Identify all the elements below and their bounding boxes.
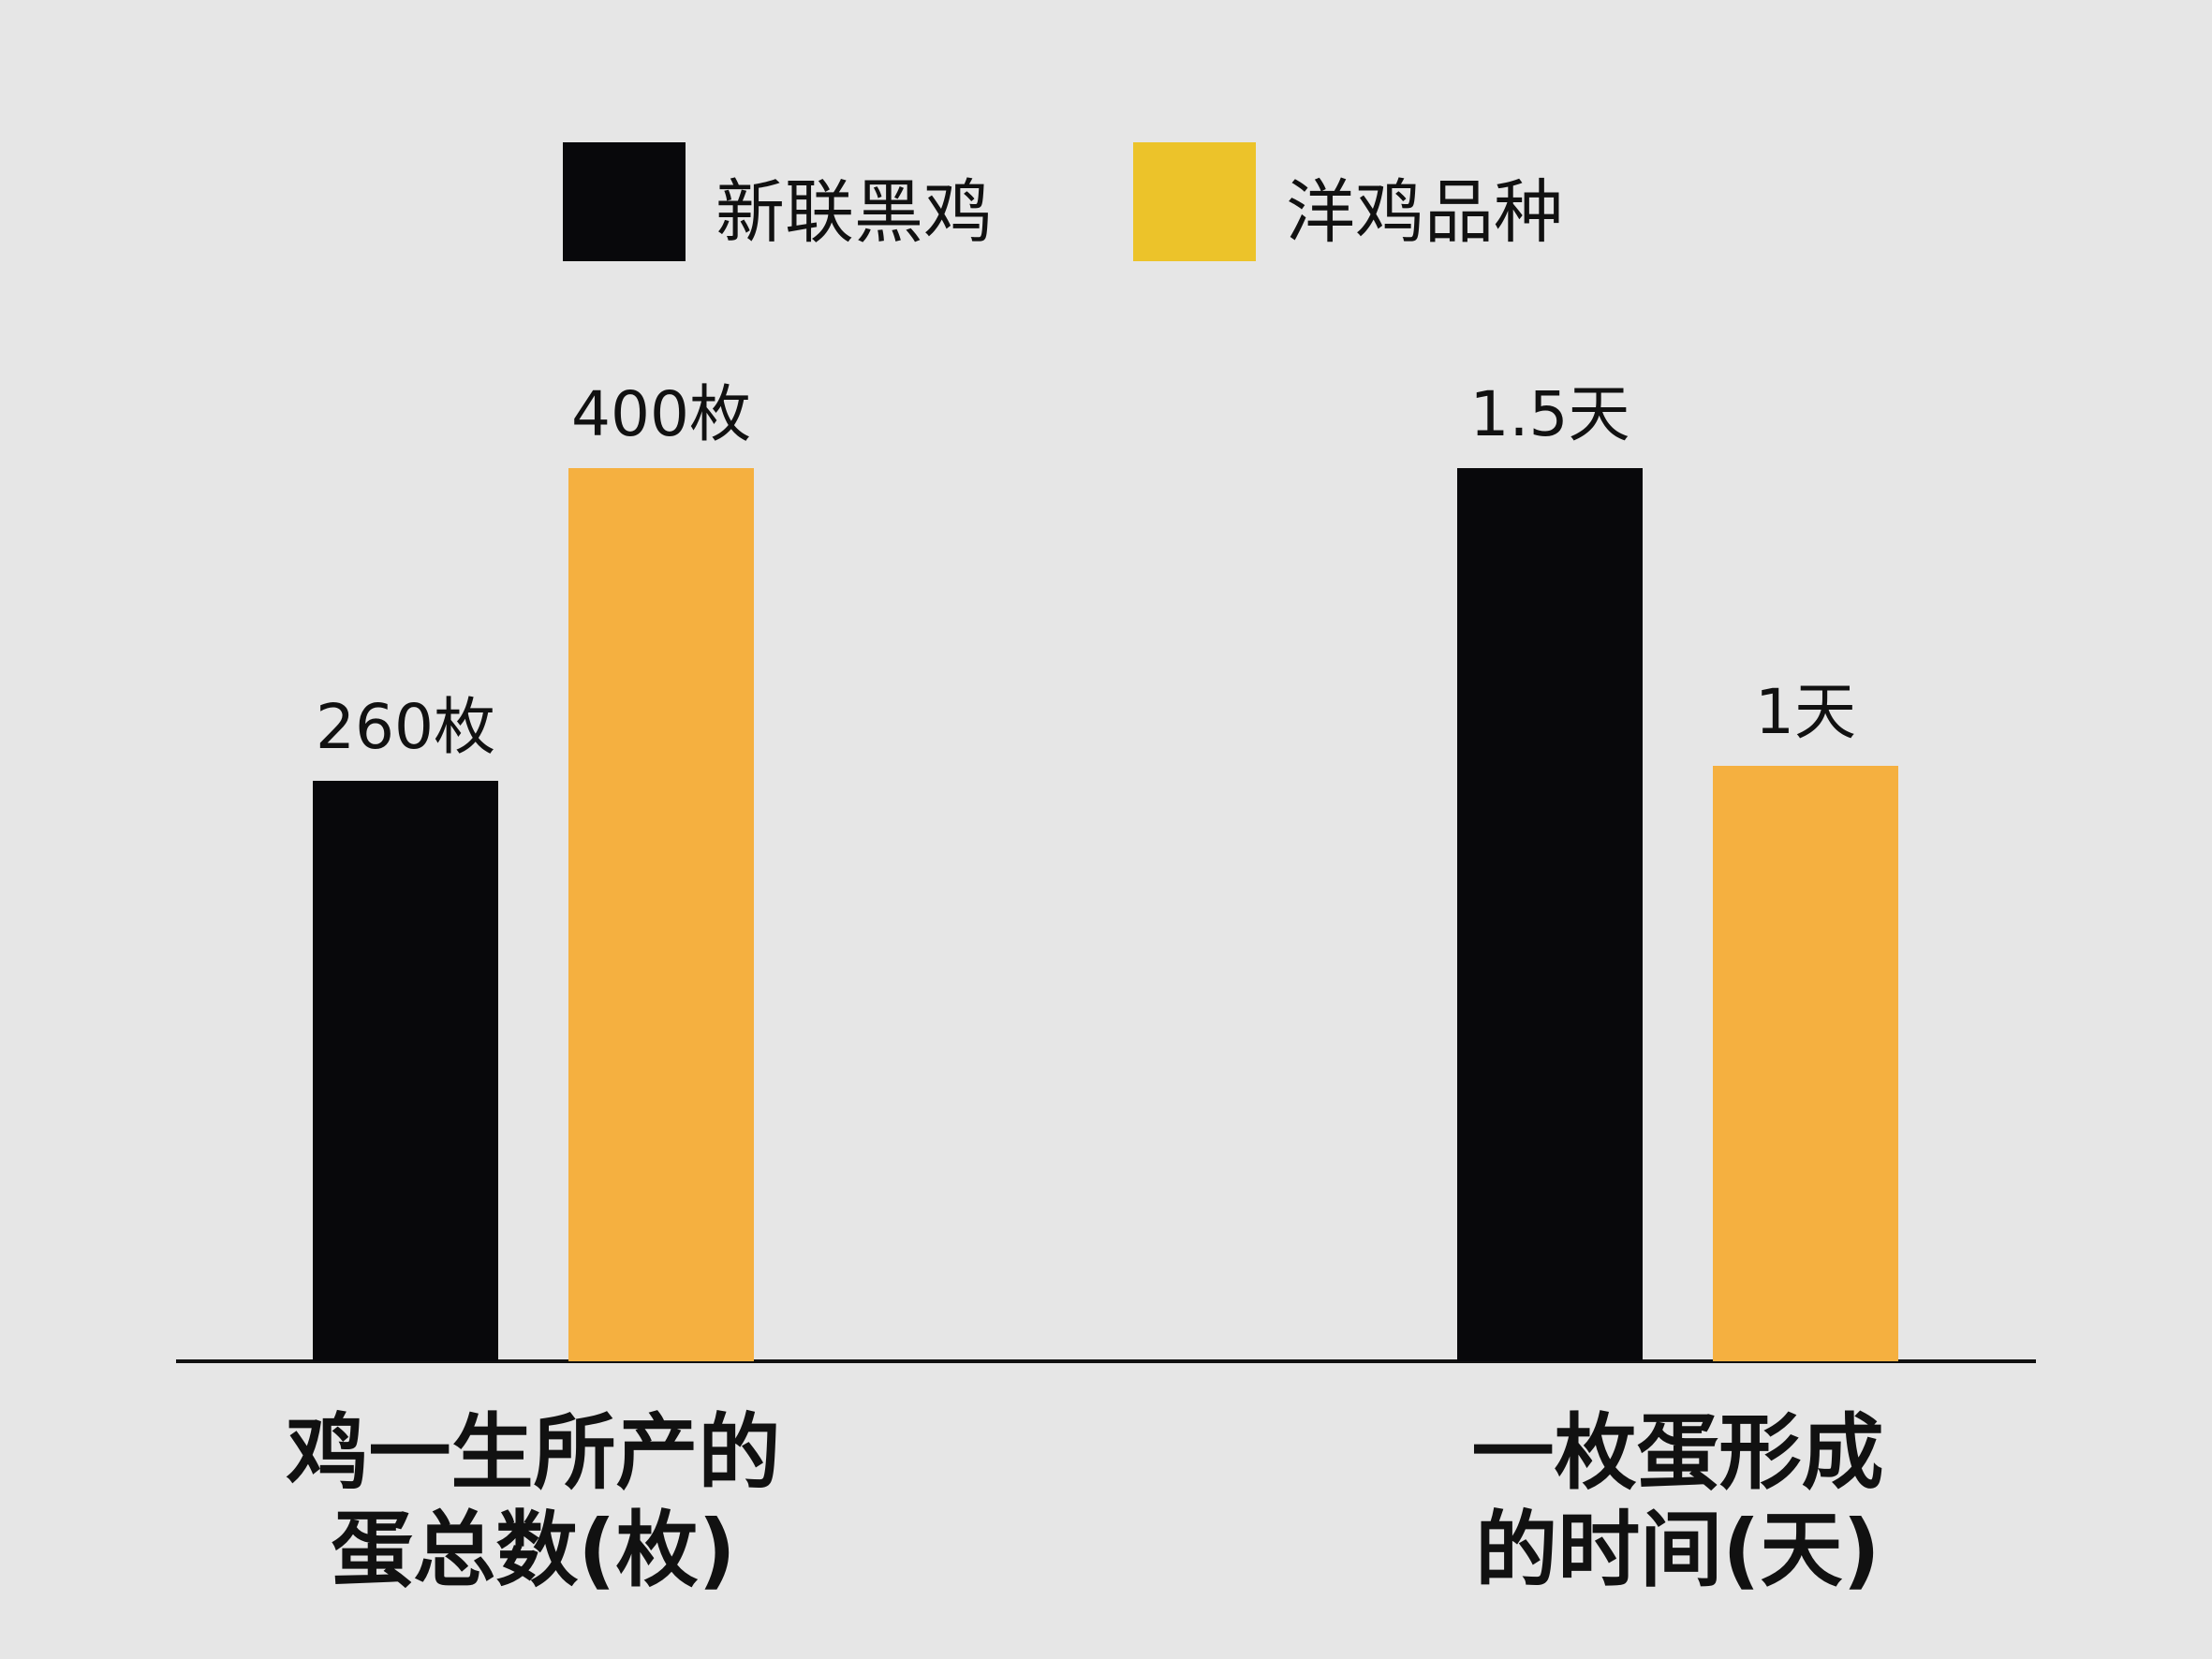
- value-label: 1.5天: [1469, 378, 1630, 450]
- legend-swatch: [1133, 142, 1256, 261]
- value-label: 260枚: [316, 690, 495, 763]
- bar: [1457, 468, 1643, 1361]
- bar: [1713, 766, 1898, 1361]
- legend-label: 洋鸡品种: [1286, 172, 1563, 253]
- x-axis-line: [176, 1359, 2036, 1363]
- category-label: 一枚蛋形成的时间(天): [1471, 1404, 1884, 1598]
- bar: [568, 468, 754, 1361]
- legend-swatch: [563, 142, 686, 261]
- value-label: 400枚: [571, 378, 751, 450]
- category-label: 鸡一生所产的蛋总数(枚): [286, 1404, 781, 1598]
- bar: [313, 780, 498, 1361]
- legend-label: 新联黑鸡: [715, 172, 993, 253]
- value-label: 1天: [1755, 676, 1856, 748]
